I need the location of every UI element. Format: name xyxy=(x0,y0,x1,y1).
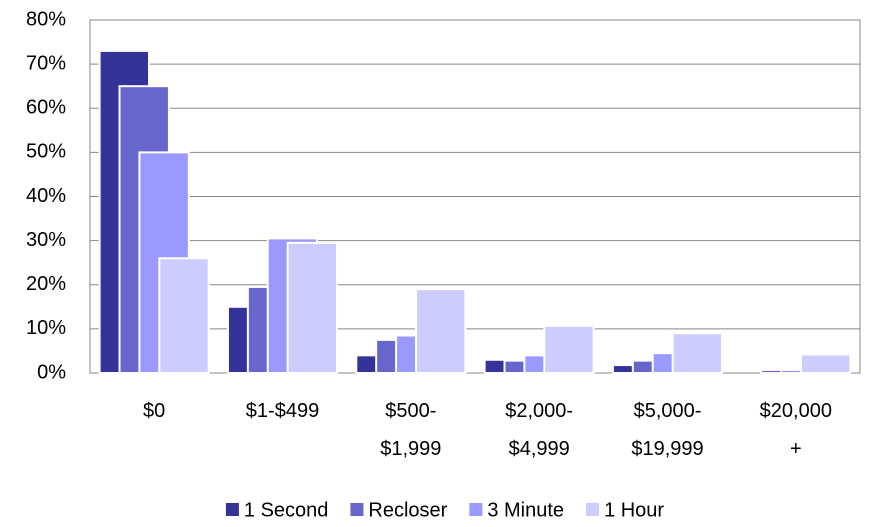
bar xyxy=(543,324,595,375)
legend-label: 1 Hour xyxy=(604,499,664,521)
y-tick-label: 20% xyxy=(26,273,66,295)
y-tick-label: 50% xyxy=(26,141,66,163)
y-tick-label: 0% xyxy=(37,361,66,383)
bar xyxy=(158,257,210,374)
y-tick-label: 80% xyxy=(26,8,66,30)
y-tick-label: 60% xyxy=(26,97,66,119)
legend-swatch xyxy=(350,503,364,516)
x-tick-label: $1-$499 xyxy=(246,400,319,422)
legend-label: Recloser xyxy=(368,499,447,521)
y-tick-label: 40% xyxy=(26,185,66,207)
x-tick-label: $2,000-$4,999 xyxy=(505,400,573,460)
y-tick-label: 70% xyxy=(26,52,66,74)
bar xyxy=(414,288,467,375)
x-tick-label: $0 xyxy=(143,400,165,422)
bar xyxy=(286,241,339,374)
x-tick-label: $20,000 + xyxy=(760,400,832,460)
x-tick-label: $500-$1,999 xyxy=(380,400,441,460)
x-tick-label: $5,000-$19,999 xyxy=(631,400,703,460)
bar xyxy=(671,332,724,375)
legend-label: 3 Minute xyxy=(487,499,564,521)
legend-swatch xyxy=(469,503,483,516)
y-tick-label: 30% xyxy=(26,229,66,251)
y-tick-label: 10% xyxy=(26,317,66,339)
legend-label: 1 Second xyxy=(244,499,329,521)
legend-swatch xyxy=(586,503,600,516)
plot-border xyxy=(89,19,861,374)
legend-swatch xyxy=(225,503,239,516)
bar xyxy=(799,353,852,374)
